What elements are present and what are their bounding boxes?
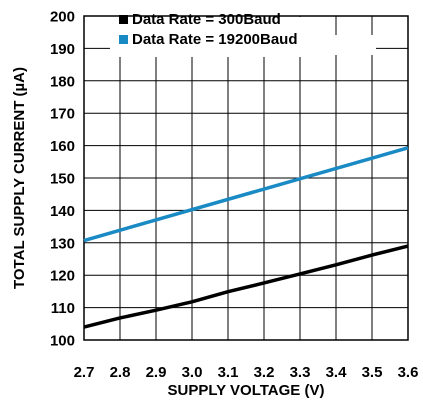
series-line-1 <box>83 146 409 243</box>
y-tick-label: 180 <box>50 73 75 90</box>
x-tick-label: 3.6 <box>398 364 419 381</box>
legend-background <box>310 35 376 55</box>
x-axis-label: SUPPLY VOLTAGE (V) <box>168 382 325 399</box>
x-tick-label: 3.5 <box>362 364 383 381</box>
y-axis-label: TOTAL SUPPLY CURRENT (µA) <box>11 67 28 289</box>
legend-background <box>110 17 310 57</box>
y-tick-label: 140 <box>50 203 75 220</box>
legend-label-0: Data Rate = 300Baud <box>132 11 281 28</box>
grid <box>83 15 409 341</box>
y-tick-label: 110 <box>51 300 75 317</box>
y-tick-labels: 100 110 120 130 140 150 160 170 180 190 200 <box>50 9 75 350</box>
x-tick-label: 3.1 <box>218 364 239 381</box>
x-tick-label: 3.4 <box>326 364 348 381</box>
plot-frame <box>83 15 409 341</box>
y-tick-label: 160 <box>50 138 75 155</box>
legend-swatch-0 <box>119 15 128 24</box>
x-tick-labels: 2.7 2.8 2.9 3.0 3.1 3.2 3.3 3.4 3.5 3.6 <box>74 364 419 381</box>
y-tick-label: 170 <box>50 106 75 123</box>
x-tick-label: 2.7 <box>74 364 95 381</box>
series-layer <box>83 146 409 329</box>
x-tick-label: 3.0 <box>182 364 203 381</box>
x-tick-label: 3.3 <box>290 364 311 381</box>
x-tick-label: 2.8 <box>110 364 131 381</box>
x-tick-label: 2.9 <box>146 364 167 381</box>
y-tick-label: 150 <box>50 171 75 188</box>
x-tick-label: 3.2 <box>254 364 275 381</box>
legend: Data Rate = 300Baud Data Rate = 19200Baud <box>110 11 376 57</box>
y-tick-label: 120 <box>50 268 75 285</box>
series-line-0 <box>83 244 409 329</box>
legend-swatch-1 <box>119 35 128 44</box>
y-tick-label: 100 <box>50 333 75 350</box>
y-tick-label: 200 <box>50 9 75 26</box>
y-tick-label: 130 <box>50 235 75 252</box>
y-tick-label: 190 <box>50 41 75 58</box>
legend-label-1: Data Rate = 19200Baud <box>132 31 298 48</box>
